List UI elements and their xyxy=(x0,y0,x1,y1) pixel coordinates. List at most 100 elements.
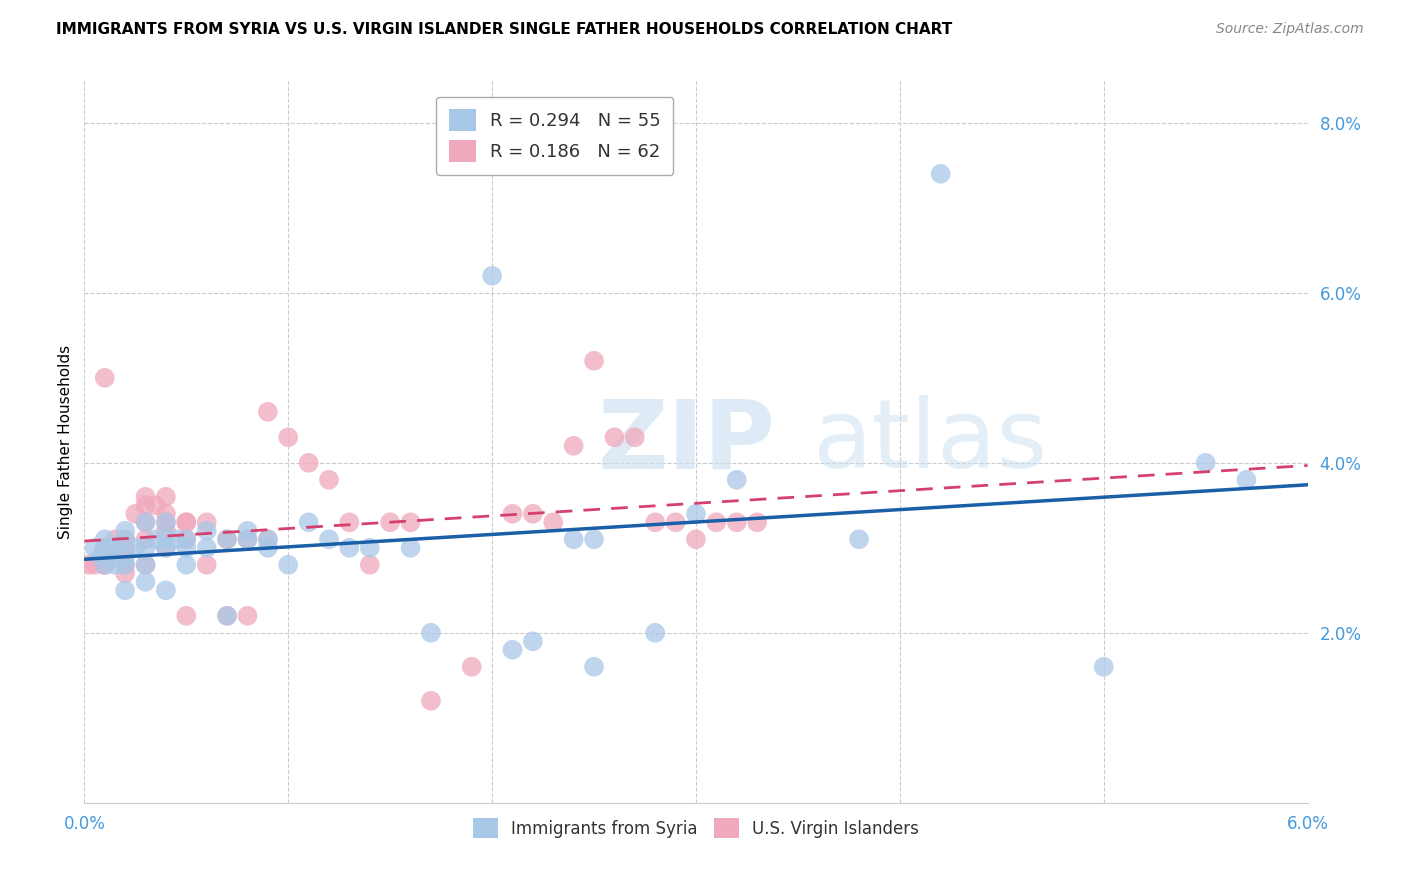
Point xyxy=(114,566,136,581)
Point xyxy=(155,490,177,504)
Point xyxy=(93,558,117,572)
Point xyxy=(298,516,321,530)
Point xyxy=(83,558,105,572)
Point xyxy=(114,583,136,598)
Point xyxy=(155,516,177,530)
Point xyxy=(114,549,136,564)
Point xyxy=(1195,456,1218,470)
Point xyxy=(236,533,259,547)
Point xyxy=(176,533,198,547)
Point xyxy=(155,541,177,555)
Point xyxy=(929,167,952,181)
Point xyxy=(93,541,117,555)
Point xyxy=(114,541,136,555)
Point xyxy=(104,533,127,547)
Legend: Immigrants from Syria, U.S. Virgin Islanders: Immigrants from Syria, U.S. Virgin Islan… xyxy=(465,812,927,845)
Point xyxy=(176,516,198,530)
Point xyxy=(298,456,321,470)
Point xyxy=(104,558,127,572)
Point xyxy=(318,533,340,547)
Point xyxy=(1092,660,1115,674)
Point xyxy=(77,558,100,572)
Point xyxy=(135,490,157,504)
Point xyxy=(257,541,280,555)
Point xyxy=(176,558,198,572)
Text: atlas: atlas xyxy=(813,395,1047,488)
Point xyxy=(155,541,177,555)
Point xyxy=(583,660,606,674)
Point xyxy=(165,533,187,547)
Point xyxy=(257,533,280,547)
Point xyxy=(725,516,748,530)
Point xyxy=(114,533,136,547)
Point xyxy=(195,524,218,538)
Point xyxy=(93,558,117,572)
Point xyxy=(481,268,503,283)
Point xyxy=(217,608,239,623)
Point xyxy=(195,558,218,572)
Point xyxy=(83,541,105,555)
Point xyxy=(236,533,259,547)
Point xyxy=(135,498,157,512)
Point xyxy=(93,533,117,547)
Point xyxy=(155,533,177,547)
Point xyxy=(114,558,136,572)
Point xyxy=(114,541,136,555)
Point xyxy=(195,541,218,555)
Point xyxy=(114,533,136,547)
Point xyxy=(318,473,340,487)
Point xyxy=(145,498,167,512)
Point xyxy=(90,549,112,564)
Point xyxy=(339,541,361,555)
Point xyxy=(603,430,626,444)
Point xyxy=(104,549,127,564)
Point xyxy=(277,430,299,444)
Point xyxy=(236,524,259,538)
Point xyxy=(217,533,239,547)
Point xyxy=(339,516,361,530)
Point xyxy=(155,583,177,598)
Point xyxy=(522,507,544,521)
Point xyxy=(93,371,117,385)
Point xyxy=(93,541,117,555)
Point xyxy=(97,541,120,555)
Point xyxy=(104,541,127,555)
Point xyxy=(257,533,280,547)
Point xyxy=(522,634,544,648)
Point xyxy=(583,353,606,368)
Point xyxy=(562,533,585,547)
Point xyxy=(543,516,565,530)
Point xyxy=(236,608,259,623)
Point xyxy=(135,558,157,572)
Point xyxy=(135,574,157,589)
Point xyxy=(176,533,198,547)
Text: Source: ZipAtlas.com: Source: ZipAtlas.com xyxy=(1216,22,1364,37)
Point xyxy=(176,608,198,623)
Point xyxy=(93,558,117,572)
Point xyxy=(124,541,146,555)
Point xyxy=(399,516,422,530)
Point xyxy=(644,625,666,640)
Point xyxy=(747,516,769,530)
Point xyxy=(114,541,136,555)
Point xyxy=(359,541,381,555)
Point xyxy=(135,516,157,530)
Point xyxy=(217,608,239,623)
Point xyxy=(104,541,127,555)
Point xyxy=(135,541,157,555)
Point xyxy=(685,507,707,521)
Point xyxy=(380,516,402,530)
Point xyxy=(135,516,157,530)
Point xyxy=(685,533,707,547)
Point xyxy=(114,558,136,572)
Point xyxy=(1236,473,1258,487)
Point xyxy=(644,516,666,530)
Point xyxy=(155,507,177,521)
Point xyxy=(257,405,280,419)
Point xyxy=(217,533,239,547)
Text: IMMIGRANTS FROM SYRIA VS U.S. VIRGIN ISLANDER SINGLE FATHER HOUSEHOLDS CORRELATI: IMMIGRANTS FROM SYRIA VS U.S. VIRGIN ISL… xyxy=(56,22,952,37)
Point xyxy=(114,524,136,538)
Point xyxy=(502,507,524,521)
Point xyxy=(420,694,443,708)
Point xyxy=(277,558,299,572)
